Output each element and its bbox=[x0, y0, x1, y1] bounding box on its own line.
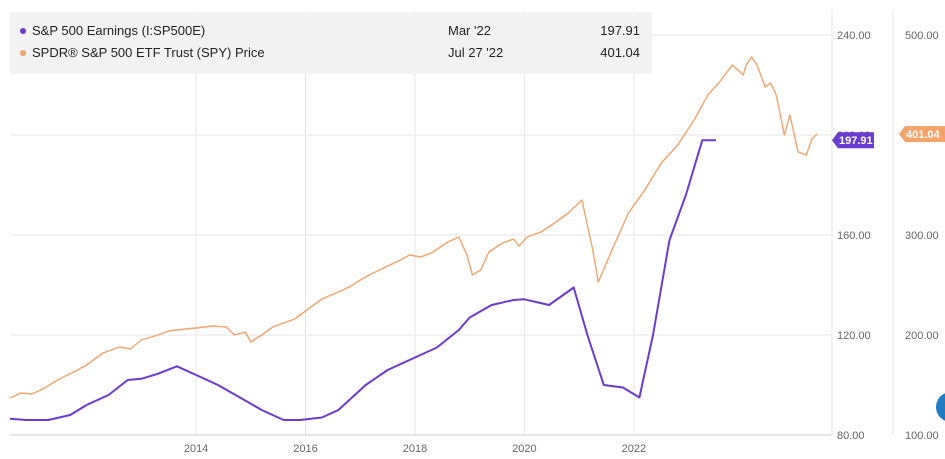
badge-shape bbox=[832, 132, 874, 149]
right-axis-tick-label: 100.00 bbox=[905, 430, 939, 442]
series-layer bbox=[9, 56, 818, 421]
left-axis-tick-label: 120.00 bbox=[837, 330, 871, 342]
legend-dot-spy bbox=[20, 50, 26, 56]
spy-value-badge: 401.04 bbox=[899, 125, 945, 142]
right-axis-tick-label: 300.00 bbox=[905, 230, 939, 242]
legend-row-earnings[interactable]: S&P 500 Earnings (I:SP500E) Mar '22 197.… bbox=[10, 20, 652, 42]
x-tick-label: 2016 bbox=[293, 443, 317, 455]
badge-label: 401.04 bbox=[906, 129, 941, 141]
legend-series-name: S&P 500 Earnings (I:SP500E) bbox=[32, 23, 206, 38]
help-bubble-icon[interactable] bbox=[936, 392, 945, 422]
earnings-value-badge: 197.91 bbox=[832, 132, 874, 149]
legend-row-spy[interactable]: SPDR® S&P 500 ETF Trust (SPY) Price Jul … bbox=[10, 42, 652, 64]
legend-dot-earnings bbox=[20, 28, 26, 34]
right-axis-tick-label: 200.00 bbox=[905, 330, 939, 342]
legend-series-date: Jul 27 '22 bbox=[448, 45, 504, 60]
value-badges: 197.91 401.04 bbox=[832, 125, 945, 149]
legend-series-value: 401.04 bbox=[600, 45, 640, 60]
left-axis-tick-label: 160.00 bbox=[837, 230, 871, 242]
badge-label: 197.91 bbox=[839, 135, 873, 147]
x-tick-label: 2022 bbox=[622, 443, 646, 455]
right-axis-tick-label: 500.00 bbox=[905, 30, 939, 42]
legend-series-date: Mar '22 bbox=[448, 23, 491, 38]
left-axis-tick-label: 80.00 bbox=[837, 430, 865, 442]
spy-price-line bbox=[9, 56, 818, 399]
x-tick-label: 2014 bbox=[184, 443, 208, 455]
legend-series-name: SPDR® S&P 500 ETF Trust (SPY) Price bbox=[32, 45, 265, 60]
legend-series-value: 197.91 bbox=[600, 23, 640, 38]
badge-shape bbox=[899, 125, 945, 142]
x-tick-label: 2018 bbox=[403, 443, 427, 455]
earnings-line bbox=[9, 139, 716, 421]
axis-labels: 2014 2016 2018 2020 2022 80.00 120.00 160.00 200… bbox=[184, 30, 939, 455]
left-axis-tick-label: 240.00 bbox=[837, 30, 871, 42]
legend-panel: S&P 500 Earnings (I:SP500E) Mar '22 197.… bbox=[10, 12, 652, 74]
x-tick-label: 2020 bbox=[512, 443, 536, 455]
